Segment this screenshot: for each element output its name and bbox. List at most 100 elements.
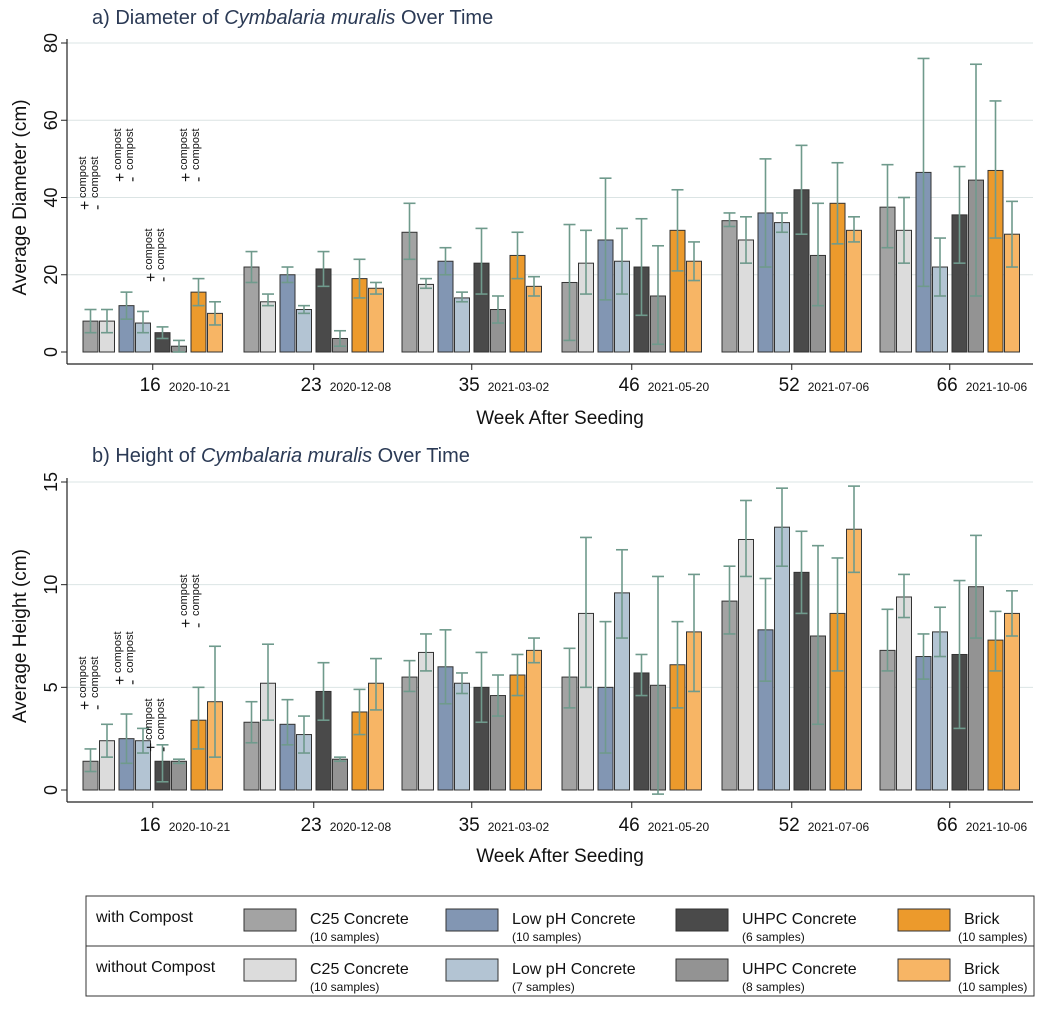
compost-label: compost <box>112 128 124 170</box>
y-tick-label: 5 <box>41 682 61 692</box>
legend-item-name: Brick <box>964 961 1001 978</box>
bar-c25_with <box>401 676 418 791</box>
compost-label: compost <box>77 156 89 198</box>
x-tick-week: 66 <box>937 815 958 836</box>
x-tick-week: 16 <box>140 375 161 396</box>
bar-c25_without <box>896 596 912 791</box>
compost-label: compost <box>190 128 202 170</box>
minus-sign: - <box>155 747 172 752</box>
legend-item-samples: (10 samples) <box>310 930 379 944</box>
legend-swatch-c25_with <box>243 908 297 932</box>
plus-sign: + <box>112 173 129 182</box>
y-tick-label: 0 <box>41 785 61 795</box>
x-tick-week: 46 <box>619 375 640 396</box>
bar-lowph_without <box>454 297 470 353</box>
chart-title-suffix: Over Time <box>372 445 470 467</box>
x-axis-label: Week After Seeding <box>476 408 644 429</box>
x-tick-week: 52 <box>779 375 800 396</box>
x-tick-date: 2020-10-21 <box>169 820 231 834</box>
x-tick-date: 2021-03-02 <box>488 380 550 394</box>
y-axis-label: Average Height (cm) <box>10 549 31 723</box>
minus-sign: - <box>124 680 141 685</box>
compost-label: compost <box>155 698 167 740</box>
y-tick-label: 80 <box>41 33 61 53</box>
bar-brick_without <box>526 649 542 791</box>
y-tick-label: 60 <box>41 110 61 130</box>
legend-item-samples: (8 samples) <box>742 980 805 994</box>
x-tick-week: 23 <box>301 815 322 836</box>
chart-title-suffix: Over Time <box>395 7 493 29</box>
y-tick-label: 0 <box>41 347 61 357</box>
legend-item-name: Brick <box>964 911 1001 928</box>
compost-label: compost <box>178 574 190 616</box>
minus-sign: - <box>124 177 141 182</box>
legend-item-samples: (7 samples) <box>512 980 575 994</box>
y-axis-label: Average Diameter (cm) <box>10 99 31 295</box>
x-tick-date: 2020-12-08 <box>330 820 392 834</box>
compost-label: compost <box>89 156 101 198</box>
chart-title-species: Cymbalaria muralis <box>224 7 395 29</box>
x-tick-week: 46 <box>619 815 640 836</box>
x-tick-date: 2021-03-02 <box>488 820 550 834</box>
bar-c25_with <box>721 220 738 353</box>
chart-title-prefix: b) Height of <box>92 445 201 467</box>
x-tick-week: 52 <box>779 815 800 836</box>
compost-label: compost <box>178 128 190 170</box>
legend-swatch-lowph_without <box>445 958 499 982</box>
chart-title-species: Cymbalaria muralis <box>201 445 372 467</box>
legend-row-label: with Compost <box>95 909 193 926</box>
compost-annotation: + compost - compost <box>112 128 141 182</box>
compost-annotation: + compost - compost <box>77 656 106 710</box>
x-tick-week: 66 <box>937 375 958 396</box>
compost-label: compost <box>190 574 202 616</box>
compost-annotation: + compost - compost <box>77 156 106 210</box>
x-tick-date: 2020-10-21 <box>169 380 231 394</box>
chart-panel-height: b) Height of Cymbalaria muralis Over Tim… <box>10 445 1033 867</box>
x-tick-week: 16 <box>140 815 161 836</box>
compost-label: compost <box>155 228 167 270</box>
bar-lowph_with <box>279 274 296 353</box>
legend: with Compost C25 Concrete (10 samples) Low … <box>85 895 1035 997</box>
minus-sign: - <box>190 177 207 182</box>
chart-title-prefix: a) Diameter of <box>92 7 224 29</box>
x-tick-date: 2020-12-08 <box>330 380 392 394</box>
compost-annotation: + compost - compost <box>178 128 207 182</box>
y-tick-label: 20 <box>41 265 61 285</box>
x-tick-week: 23 <box>301 375 322 396</box>
compost-annotation: + compost - compost <box>178 574 207 628</box>
minus-sign: - <box>89 205 106 210</box>
legend-item-samples: (10 samples) <box>958 930 1027 944</box>
bar-brick_without <box>1004 612 1020 791</box>
minus-sign: - <box>89 705 106 710</box>
y-tick-label: 40 <box>41 187 61 207</box>
x-tick-date: 2021-10-06 <box>966 820 1028 834</box>
chart-title: a) Diameter of Cymbalaria muralis Over T… <box>92 7 493 29</box>
x-tick-date: 2021-05-20 <box>648 380 710 394</box>
compost-label: compost <box>124 128 136 170</box>
compost-label: compost <box>143 698 155 740</box>
legend-item-name: UHPC Concrete <box>742 911 857 928</box>
chart-title: b) Height of Cymbalaria muralis Over Tim… <box>92 445 470 467</box>
plus-sign: + <box>77 701 94 710</box>
legend-item-name: Low pH Concrete <box>512 961 636 978</box>
legend-swatch-uhpc_with <box>675 908 729 932</box>
x-axis-label: Week After Seeding <box>476 846 644 867</box>
x-tick-week: 35 <box>459 815 480 836</box>
bar-c25_without <box>418 651 434 791</box>
legend-swatch-uhpc_without <box>675 958 729 982</box>
chart-panel-diameter: a) Diameter of Cymbalaria muralis Over T… <box>10 7 1033 429</box>
legend-swatch-lowph_with <box>445 908 499 932</box>
legend-swatch-brick_with <box>897 908 951 932</box>
bar-lowph_without <box>454 682 470 791</box>
legend-item-name: C25 Concrete <box>310 961 409 978</box>
y-tick-label: 15 <box>41 472 61 492</box>
legend-item-name: UHPC Concrete <box>742 961 857 978</box>
y-tick-label: 10 <box>41 575 61 595</box>
x-tick-week: 35 <box>459 375 480 396</box>
compost-label: compost <box>77 656 89 698</box>
bar-c25_without <box>418 283 434 353</box>
legend-item-samples: (10 samples) <box>512 930 581 944</box>
legend-item-samples: (6 samples) <box>742 930 805 944</box>
legend-row-label: without Compost <box>95 959 216 976</box>
